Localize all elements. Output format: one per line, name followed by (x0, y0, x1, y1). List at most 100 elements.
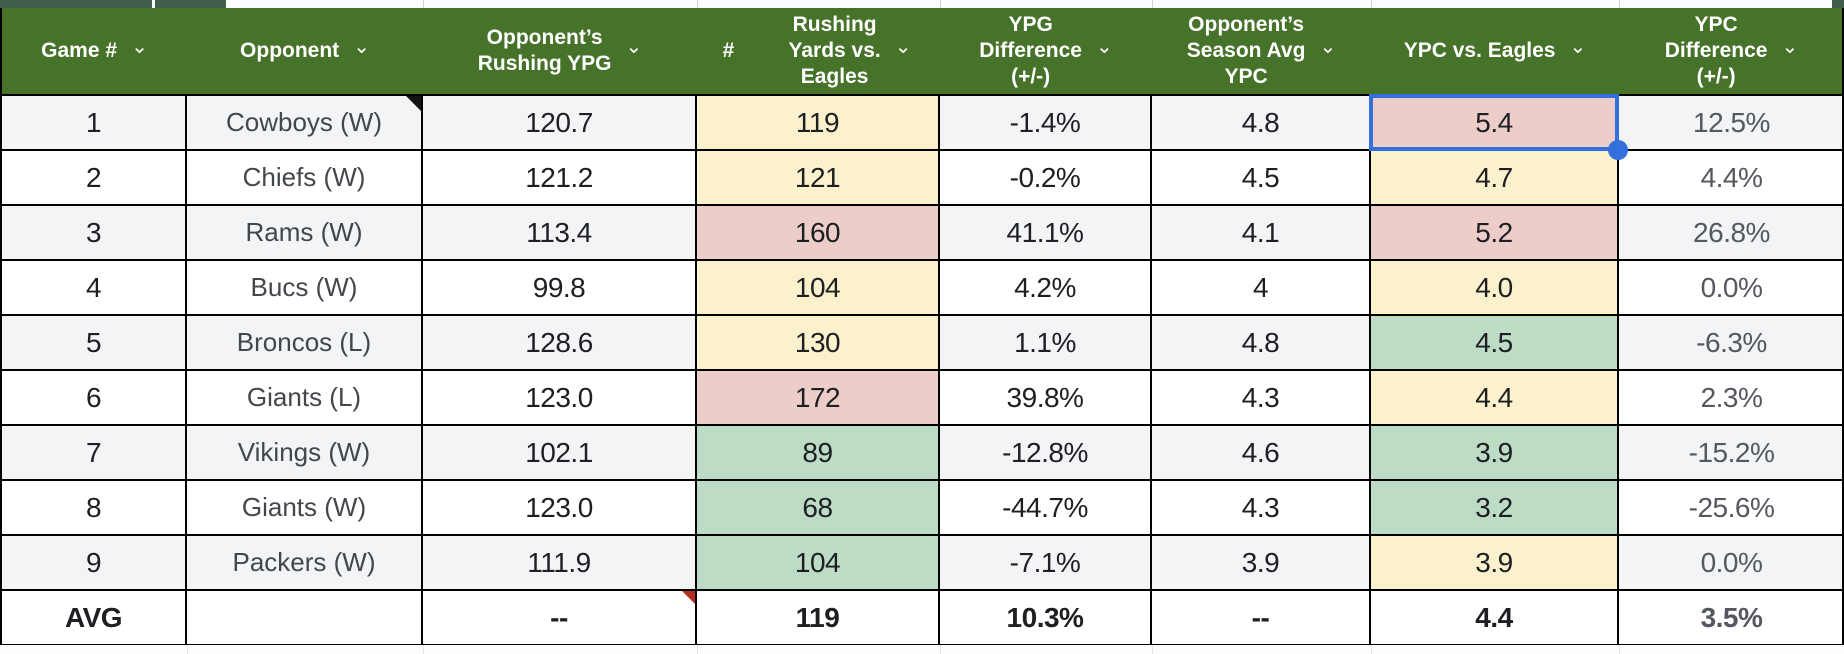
cell-ypg-difference[interactable]: -0.2% (940, 151, 1152, 204)
fill-handle[interactable] (1608, 140, 1628, 160)
cell-ypc-vs-eagles[interactable]: 4.5 (1371, 316, 1619, 369)
cell-game-number[interactable]: 5 (2, 316, 187, 369)
cell-ypc-difference[interactable]: 2.3% (1700, 381, 1763, 413)
table-row-average: AVG -- 119 10.3% -- 4.4 3.5% (2, 591, 1842, 646)
column-header-ypg-difference[interactable]: YPG Difference (+/-) ⌄ (940, 8, 1152, 94)
cell-season-avg-ypc[interactable]: 4.8 (1152, 316, 1371, 369)
cell-game-number[interactable]: 9 (2, 536, 187, 589)
cell-opponent-rushing-ypg[interactable]: 113.4 (423, 206, 697, 259)
cell-rushing-yards-vs-eagles[interactable]: 160 (697, 206, 940, 259)
cell-season-avg-ypc[interactable]: 4.3 (1152, 371, 1371, 424)
chevron-down-icon[interactable]: ⌄ (894, 36, 912, 58)
cell-game-number[interactable]: 2 (2, 151, 187, 204)
cell-game-number[interactable]: 8 (2, 481, 187, 534)
chevron-down-icon[interactable]: ⌄ (131, 36, 148, 58)
cell-ypc-difference[interactable]: 4.4% (1700, 161, 1763, 193)
chevron-down-icon[interactable]: ⌄ (353, 36, 370, 58)
cell-ypc-vs-eagles[interactable]: 4.4 (1371, 371, 1619, 424)
cell-ypc-difference[interactable]: -15.2% (1688, 436, 1775, 468)
cell-opponent[interactable]: Giants (W) (187, 481, 423, 534)
cell-ypg-difference[interactable]: -12.8% (940, 426, 1152, 479)
cell-ypc-difference[interactable]: 0.0% (1700, 546, 1763, 578)
cell-ypc-difference[interactable]: 0.0% (1700, 271, 1763, 303)
column-header-rushing-yards-vs-eagles[interactable]: Rushing Yards vs. Eagles ⌄ (760, 8, 940, 94)
column-header-ypc-vs-eagles[interactable]: YPC vs. Eagles ⌄ (1371, 8, 1619, 94)
cell-ypg-difference[interactable]: -44.7% (940, 481, 1152, 534)
cell-ypg-difference[interactable]: -1.4% (940, 96, 1152, 149)
cell-opponent[interactable]: Cowboys (W) (187, 96, 423, 149)
cell-opponent-rushing-ypg[interactable]: 120.7 (423, 96, 697, 149)
column-header-label: YPG Difference (+/-) (979, 13, 1082, 88)
cell-season-avg-ypc[interactable]: 4.5 (1152, 151, 1371, 204)
cell-ypc-difference[interactable]: -6.3% (1696, 326, 1767, 358)
cell-opponent[interactable]: Packers (W) (187, 536, 423, 589)
cell-ypc-vs-eagles[interactable]: 3.9 (1371, 426, 1619, 479)
cell-opponent[interactable]: Broncos (L) (187, 316, 423, 369)
cell-opponent-rushing-ypg[interactable]: 121.2 (423, 151, 697, 204)
cell-rushing-yards-vs-eagles[interactable]: 172 (697, 371, 940, 424)
cell-rushing-yards-vs-eagles[interactable]: 104 (697, 261, 940, 314)
cell-ypc-vs-eagles-selected[interactable]: 5.4 (1369, 94, 1628, 160)
cell-opponent-rushing-ypg[interactable]: 123.0 (423, 371, 697, 424)
chevron-down-icon[interactable]: ⌄ (1319, 36, 1337, 58)
cell-season-avg-ypc[interactable]: 4.1 (1152, 206, 1371, 259)
cell-opponent-rushing-ypg[interactable]: 128.6 (423, 316, 697, 369)
cell-ypg-difference[interactable]: 10.3% (940, 591, 1152, 644)
chevron-down-icon[interactable]: ⌄ (1095, 36, 1113, 58)
cell-game-number[interactable]: 4 (2, 261, 187, 314)
cell-ypg-difference[interactable]: -7.1% (940, 536, 1152, 589)
cell-opponent-rushing-ypg[interactable]: -- (423, 591, 697, 644)
cell-ypc-vs-eagles[interactable]: 4.7 (1371, 151, 1619, 204)
cell-ypc-vs-eagles[interactable]: 4.0 (1371, 261, 1619, 314)
column-header-opponent-rushing-ypg[interactable]: Opponent’s Rushing YPG ⌄ (423, 8, 697, 94)
cell-ypc-difference[interactable]: -25.6% (1688, 491, 1775, 523)
cell-ypc-vs-eagles[interactable]: 3.2 (1371, 481, 1619, 534)
cell-game-number[interactable]: 1 (2, 96, 187, 149)
cell-season-avg-ypc[interactable]: 4.6 (1152, 426, 1371, 479)
column-header-opponent-season-avg-ypc[interactable]: Opponent’s Season Avg YPC ⌄ (1152, 8, 1371, 94)
cell-opponent[interactable]: Chiefs (W) (187, 151, 423, 204)
cell-opponent[interactable] (187, 591, 423, 644)
cell-ypg-difference[interactable]: 4.2% (940, 261, 1152, 314)
chevron-down-icon[interactable]: ⌄ (1781, 36, 1799, 58)
chevron-down-icon[interactable]: ⌄ (625, 36, 643, 58)
cell-game-number[interactable]: 3 (2, 206, 187, 259)
cell-season-avg-ypc[interactable]: 4.8 (1152, 96, 1371, 149)
cell-rushing-yards-vs-eagles[interactable]: 68 (697, 481, 940, 534)
cell-season-avg-ypc[interactable]: -- (1152, 591, 1371, 644)
cell-season-avg-ypc[interactable]: 4.3 (1152, 481, 1371, 534)
cell-opponent-rushing-ypg[interactable]: 99.8 (423, 261, 697, 314)
cell-ypg-difference[interactable]: 39.8% (940, 371, 1152, 424)
cell-rushing-yards-vs-eagles[interactable]: 130 (697, 316, 940, 369)
cell-game-number[interactable]: 7 (2, 426, 187, 479)
cell-ypc-vs-eagles[interactable]: 3.9 (1371, 536, 1619, 589)
cell-opponent[interactable]: Vikings (W) (187, 426, 423, 479)
chevron-down-icon[interactable]: ⌄ (1569, 36, 1587, 58)
cell-opponent[interactable]: Bucs (W) (187, 261, 423, 314)
cell-rushing-yards-vs-eagles[interactable]: 89 (697, 426, 940, 479)
cell-rushing-yards-vs-eagles[interactable]: 119 (697, 591, 940, 644)
cell-opponent[interactable]: Giants (L) (187, 371, 423, 424)
cell-ypc-difference[interactable]: 3.5% (1700, 601, 1763, 633)
column-header-hash[interactable]: # (697, 8, 760, 94)
cell-ypg-difference[interactable]: 41.1% (940, 206, 1152, 259)
cell-opponent-rushing-ypg[interactable]: 111.9 (423, 536, 697, 589)
cell-rushing-yards-vs-eagles[interactable]: 119 (697, 96, 940, 149)
cell-season-avg-ypc[interactable]: 4 (1152, 261, 1371, 314)
column-header-ypc-difference[interactable]: YPC Difference (+/-) ⌄ (1619, 8, 1844, 94)
cell-game-number[interactable]: 6 (2, 371, 187, 424)
cell-rushing-yards-vs-eagles[interactable]: 104 (697, 536, 940, 589)
column-header-opponent[interactable]: Opponent ⌄ (187, 8, 423, 94)
cell-game-number[interactable]: AVG (2, 591, 187, 644)
cell-rushing-yards-vs-eagles[interactable]: 121 (697, 151, 940, 204)
cell-season-avg-ypc[interactable]: 3.9 (1152, 536, 1371, 589)
cell-ypc-vs-eagles[interactable]: 5.2 (1371, 206, 1619, 259)
column-header-game-number[interactable]: Game # ⌄ (2, 8, 187, 94)
cell-opponent-rushing-ypg[interactable]: 123.0 (423, 481, 697, 534)
cell-ypc-difference[interactable]: 26.8% (1693, 216, 1770, 248)
cell-opponent[interactable]: Rams (W) (187, 206, 423, 259)
cell-ypg-difference[interactable]: 1.1% (940, 316, 1152, 369)
cell-opponent-rushing-ypg[interactable]: 102.1 (423, 426, 697, 479)
cell-ypc-difference[interactable]: 12.5% (1693, 106, 1770, 138)
cell-ypc-vs-eagles[interactable]: 4.4 (1371, 591, 1619, 644)
